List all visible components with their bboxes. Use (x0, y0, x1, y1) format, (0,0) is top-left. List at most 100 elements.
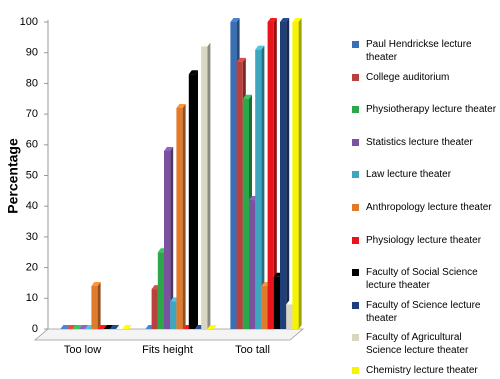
bar-top (207, 325, 217, 329)
legend-item: Physiotherapy lecture theater (352, 103, 498, 116)
legend-label: Statistics lecture theater (366, 136, 473, 148)
bar-top (176, 103, 186, 108)
bar-side (298, 18, 302, 329)
bar (292, 22, 299, 329)
bar-top (66, 325, 76, 329)
bar-top (91, 282, 101, 287)
y-tick-label: 80 (26, 77, 38, 89)
bar-side (207, 42, 211, 330)
legend-label: Paul Hendrickse lecture theater (366, 39, 472, 63)
bar-side (195, 70, 198, 329)
bar-side (97, 282, 101, 329)
bar-top (110, 325, 120, 329)
legend-label: Chemistry lecture theater (366, 365, 478, 376)
bar (201, 46, 208, 330)
bar (280, 22, 287, 329)
bar-top (97, 325, 107, 329)
legend-label: Physiology lecture theater (366, 234, 482, 246)
bar-top (103, 325, 113, 329)
bar (273, 276, 280, 329)
bar-top (79, 325, 89, 329)
legend-label: Faculty of Science lecture theater (366, 299, 481, 324)
legend-item: Law lecture theater (352, 168, 498, 181)
bar-top (116, 325, 126, 329)
bar (255, 49, 262, 329)
y-tick-label: 90 (26, 47, 38, 59)
legend-swatch (352, 106, 359, 114)
bar (176, 107, 183, 330)
legend-item: Chemistry lecture theater (352, 364, 498, 377)
bar (230, 22, 237, 329)
x-tick-label: Too low (64, 344, 101, 356)
bar-top (242, 94, 252, 99)
legend-swatch (352, 204, 359, 211)
legend-item: Faculty of Agricultural Science lecture … (352, 331, 498, 357)
legend-swatch (352, 171, 359, 179)
bar-top (236, 57, 246, 62)
x-tick-label: Fits height (142, 344, 193, 356)
x-tick-label: Too tall (235, 344, 270, 356)
bar (242, 98, 249, 329)
y-tick-label: 40 (26, 200, 38, 212)
bar (267, 22, 274, 329)
bar (188, 74, 195, 329)
bar-top (201, 42, 211, 47)
legend-swatch (352, 138, 359, 146)
bar-top (164, 146, 174, 151)
legend-swatch (352, 41, 359, 48)
bar-side (273, 18, 277, 329)
legend-item: Statistics lecture theater (352, 136, 498, 149)
y-axis-label: Percentage (5, 138, 21, 214)
bar (164, 150, 171, 329)
bar (261, 286, 268, 329)
bar-top (60, 325, 70, 329)
bar (236, 61, 243, 329)
legend-item: College auditorium (352, 71, 498, 84)
bar (249, 200, 256, 329)
legend-label: Law lecture theater (366, 169, 452, 181)
bar-top (188, 70, 198, 75)
bar-top (267, 18, 277, 22)
bar-top (280, 18, 290, 22)
legend-swatch (352, 367, 359, 374)
y-tick-label: 30 (26, 231, 38, 243)
legend-label: Faculty of Agricultural Science lecture … (366, 332, 469, 357)
bar-top (255, 45, 265, 50)
y-tick-label: 100 (20, 16, 38, 28)
bar-top (72, 325, 82, 329)
y-tick-label: 70 (26, 108, 38, 120)
y-tick-label: 20 (26, 262, 38, 274)
legend-label: Physiotherapy lecture theater (366, 104, 497, 116)
bar-side (286, 18, 290, 329)
y-tick-label: 0 (32, 323, 38, 335)
legend-item: Faculty of Science lecture theater (352, 299, 498, 325)
bar-side (170, 146, 174, 329)
legend-item: Anthropology lecture theater (352, 201, 498, 214)
legend-item: Physiology lecture theater (352, 234, 498, 247)
bar-top (230, 18, 240, 22)
y-tick-label: 60 (26, 139, 38, 151)
bar-side (182, 103, 186, 330)
bar-top (122, 325, 132, 329)
bar-side (261, 45, 265, 329)
legend-label: Faculty of Social Science lecture theate… (366, 267, 478, 292)
legend-swatch (352, 236, 359, 244)
bar (286, 304, 293, 329)
legend-swatch (352, 269, 359, 277)
y-tick-label: 10 (26, 292, 38, 304)
legend-swatch (352, 334, 359, 342)
y-tick-label: 50 (26, 169, 38, 181)
legend-label: College auditorium (366, 71, 450, 83)
bar (170, 301, 177, 329)
legend-swatch (352, 73, 359, 81)
legend-swatch (352, 301, 359, 309)
legend-label: Anthropology lecture theater (366, 202, 492, 213)
legend-item: Faculty of Social Science lecture theate… (352, 266, 498, 292)
bar-top (292, 18, 302, 22)
bar (157, 252, 164, 329)
legend-item: Paul Hendrickse lecture theater (352, 38, 498, 64)
floor (33, 328, 305, 341)
bar (151, 289, 158, 329)
